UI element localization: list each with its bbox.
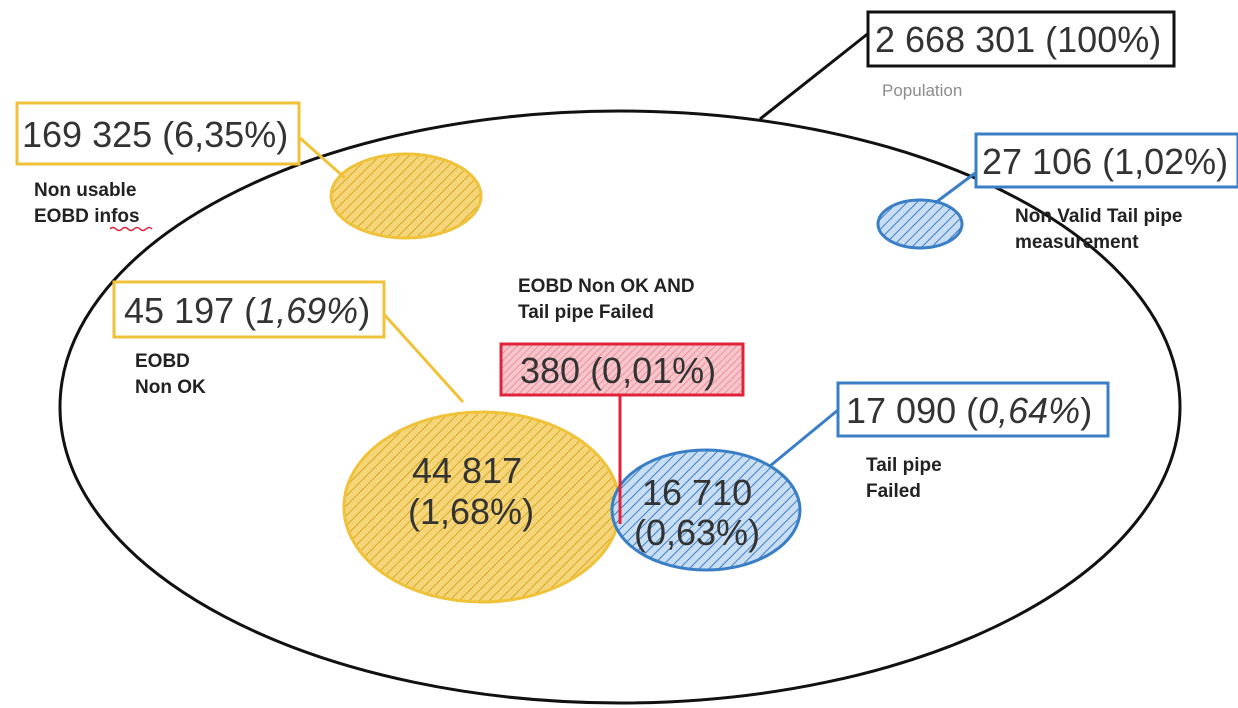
spellcheck-underline <box>109 226 153 232</box>
both-failed-value: 380 (0,01%) <box>520 350 716 391</box>
non-usable-eobd-ellipse <box>329 152 483 240</box>
eobd-non-ok-box <box>112 280 386 339</box>
non-valid-box <box>974 132 1238 189</box>
population-label: Population <box>882 81 962 100</box>
non-valid-label-2: measurement <box>1015 232 1139 253</box>
tailpipe-failed-label-2: Failed <box>866 481 921 502</box>
eobd-non-ok-inner-2: (1,68%) <box>408 491 534 532</box>
both-failed-box <box>499 342 745 397</box>
eobd-non-ok-label-2: Non OK <box>135 377 206 398</box>
non-valid-tailpipe-ellipse <box>876 198 964 250</box>
non-usable-label-2: EOBD infos <box>34 206 140 227</box>
population-value: 2 668 301 (100%) <box>875 19 1161 60</box>
tailpipe-failed-inner-1: 16 710 <box>642 472 752 513</box>
both-failed-title-1: EOBD Non OK AND <box>518 276 695 297</box>
population-leader <box>759 30 871 121</box>
non-valid-value: 27 106 (1,02%) <box>982 141 1228 182</box>
eobd-non-ok-label-1: EOBD <box>135 351 190 372</box>
non-valid-label-1: Non Valid Tail pipe <box>1015 206 1183 227</box>
eobd-non-ok-leader <box>380 310 465 404</box>
non-usable-value: 169 325 (6,35%) <box>22 114 288 155</box>
eobd-non-ok-value: 45 197 (1,69%) <box>124 290 370 331</box>
tailpipe-failed-leader <box>769 408 839 468</box>
non-usable-label-1: Non usable <box>34 180 136 201</box>
tailpipe-failed-ellipse <box>610 448 802 572</box>
population-ellipse <box>58 109 1182 705</box>
both-failed-title-2: Tail pipe Failed <box>518 302 654 323</box>
tailpipe-failed-label-1: Tail pipe <box>866 455 942 476</box>
non-usable-leader <box>299 136 346 180</box>
tailpipe-failed-value: 17 090 (0,64%) <box>846 390 1092 431</box>
non-usable-box <box>15 101 301 166</box>
population-box <box>866 10 1176 68</box>
tailpipe-failed-inner-2: (0,63%) <box>634 512 760 553</box>
tailpipe-failed-box <box>836 381 1110 438</box>
eobd-non-ok-inner-1: 44 817 <box>412 450 522 491</box>
